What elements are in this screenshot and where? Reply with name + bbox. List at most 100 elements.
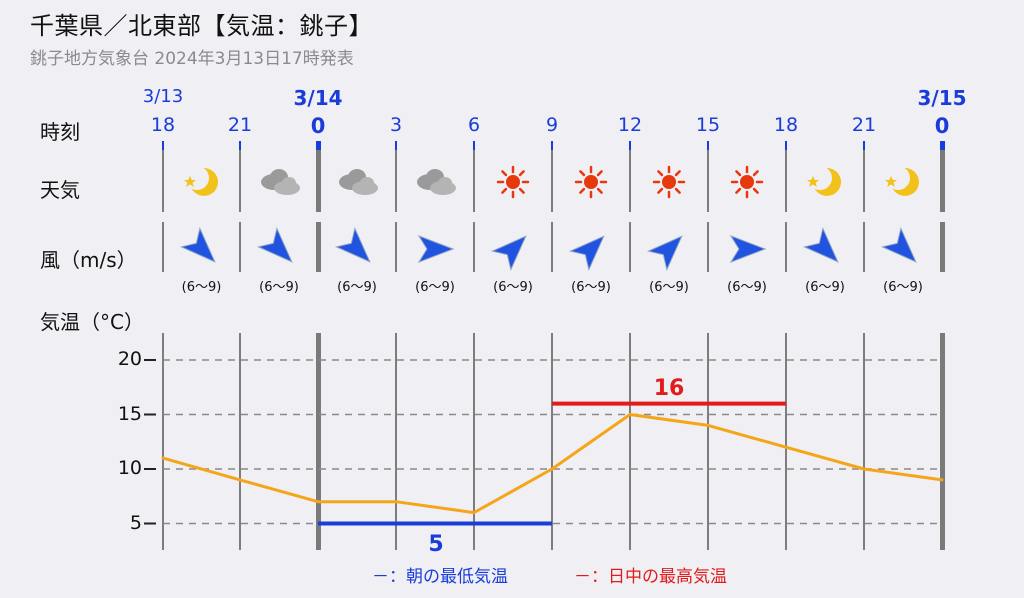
grid-vline [707, 222, 709, 272]
grid-vline [395, 150, 397, 212]
temperature-point [550, 467, 554, 471]
temperature-point [472, 511, 476, 515]
temperature-point [238, 478, 242, 482]
grid-vline [239, 141, 241, 150]
hour-label: 3 [389, 114, 403, 136]
temperature-point [394, 500, 398, 504]
grid-vline [315, 141, 321, 150]
wind-arrow-icon [565, 226, 617, 272]
cloud-icon [413, 162, 457, 202]
grid-vline [239, 222, 241, 272]
hour-label: 9 [545, 114, 559, 136]
grid-vline [707, 333, 709, 550]
wind-arrow-icon [799, 226, 851, 272]
y-tick-label: 5 [129, 511, 142, 534]
temperature-point [940, 478, 944, 482]
grid-vline [785, 141, 787, 150]
grid-vline [629, 141, 631, 150]
sun-icon [647, 162, 691, 202]
moon-icon [881, 162, 925, 202]
hour-label: 21 [227, 114, 253, 136]
sun-icon [491, 162, 535, 202]
sun-icon [569, 162, 613, 202]
wind-speed-label: (6～9) [649, 280, 689, 295]
grid-vline [551, 333, 553, 550]
grid-vline [162, 333, 164, 550]
wind-speed-label: (6～9) [415, 280, 455, 295]
wind-speed-label: (6～9) [883, 280, 923, 295]
date-label: 3/15 [917, 86, 967, 110]
hour-label: 21 [851, 114, 877, 136]
page-title: 千葉県／北東部【気温：銚子】 [30, 12, 373, 40]
grid-vline [863, 141, 865, 150]
grid-vline [785, 333, 787, 550]
wind-arrow-icon [176, 226, 228, 272]
grid-vline [707, 150, 709, 212]
grid-vline [239, 150, 241, 212]
date-label: 3/13 [142, 86, 184, 107]
y-tick-label: 10 [117, 457, 142, 479]
y-tick-label: 15 [117, 402, 142, 425]
wind-arrow-icon [877, 226, 929, 272]
hour-label: 0 [310, 114, 326, 138]
grid-vline [395, 222, 397, 272]
grid-vline [162, 141, 164, 150]
grid-vline [629, 150, 631, 212]
grid-vline [939, 150, 945, 212]
wind-speed-label: (6～9) [805, 280, 845, 295]
grid-vline [629, 222, 631, 272]
grid-vline [939, 222, 945, 272]
wind-row-label: 風（m/s） [40, 248, 137, 272]
grid-vline [473, 222, 475, 272]
grid-vline [162, 150, 164, 212]
grid-vline [551, 222, 553, 272]
cloud-icon [257, 162, 301, 202]
wind-arrow-icon [253, 226, 305, 272]
hour-label: 6 [467, 114, 481, 136]
temperature-point [706, 423, 710, 427]
grid-vline [939, 333, 945, 550]
grid-vline [785, 150, 787, 212]
legend-max-text: －：日中の最高気温 [574, 567, 727, 587]
grid-vline [863, 150, 865, 212]
legend-min: －：朝の最低気温 [372, 562, 508, 587]
cloud-icon [335, 162, 379, 202]
grid-vline [473, 141, 475, 150]
grid-vline [551, 141, 553, 150]
max-temp-label: 16 [653, 376, 685, 401]
wind-speed-label: (6～9) [727, 280, 767, 295]
hour-label: 18 [150, 114, 176, 136]
grid-vline [395, 333, 397, 550]
grid-vline [315, 333, 321, 550]
wind-speed-label: (6～9) [181, 280, 222, 295]
hour-label: 15 [695, 114, 721, 136]
temperature-point [862, 467, 866, 471]
temperature-point [161, 456, 165, 460]
temp-row-label: 気温（°C） [40, 310, 144, 334]
weather-row-label: 天気 [40, 178, 80, 202]
wind-arrow-icon [643, 226, 695, 272]
grid-vline [395, 141, 397, 150]
temperature-line [162, 413, 943, 515]
grid-vline [939, 141, 945, 150]
hour-label: 18 [773, 114, 799, 136]
grid-vline [863, 333, 865, 550]
y-tick-label: 20 [117, 348, 142, 370]
wind-arrow-icon [721, 226, 773, 272]
wind-arrow-icon [409, 226, 461, 272]
grid-vline [785, 222, 787, 272]
grid-vline [162, 222, 164, 272]
wind-speed-label: (6～9) [571, 280, 611, 295]
grid-vline [473, 333, 475, 550]
min-temp-label: 5 [428, 532, 444, 557]
grid-vline [315, 150, 321, 212]
moon-icon [803, 162, 847, 202]
wind-arrow-icon [331, 226, 383, 272]
legend-max: －：日中の最高気温 [574, 562, 727, 587]
sun-icon [725, 162, 769, 202]
grid-vline [551, 150, 553, 212]
hour-label: 12 [617, 114, 643, 136]
grid-vline [473, 150, 475, 212]
date-label: 3/14 [293, 86, 343, 110]
